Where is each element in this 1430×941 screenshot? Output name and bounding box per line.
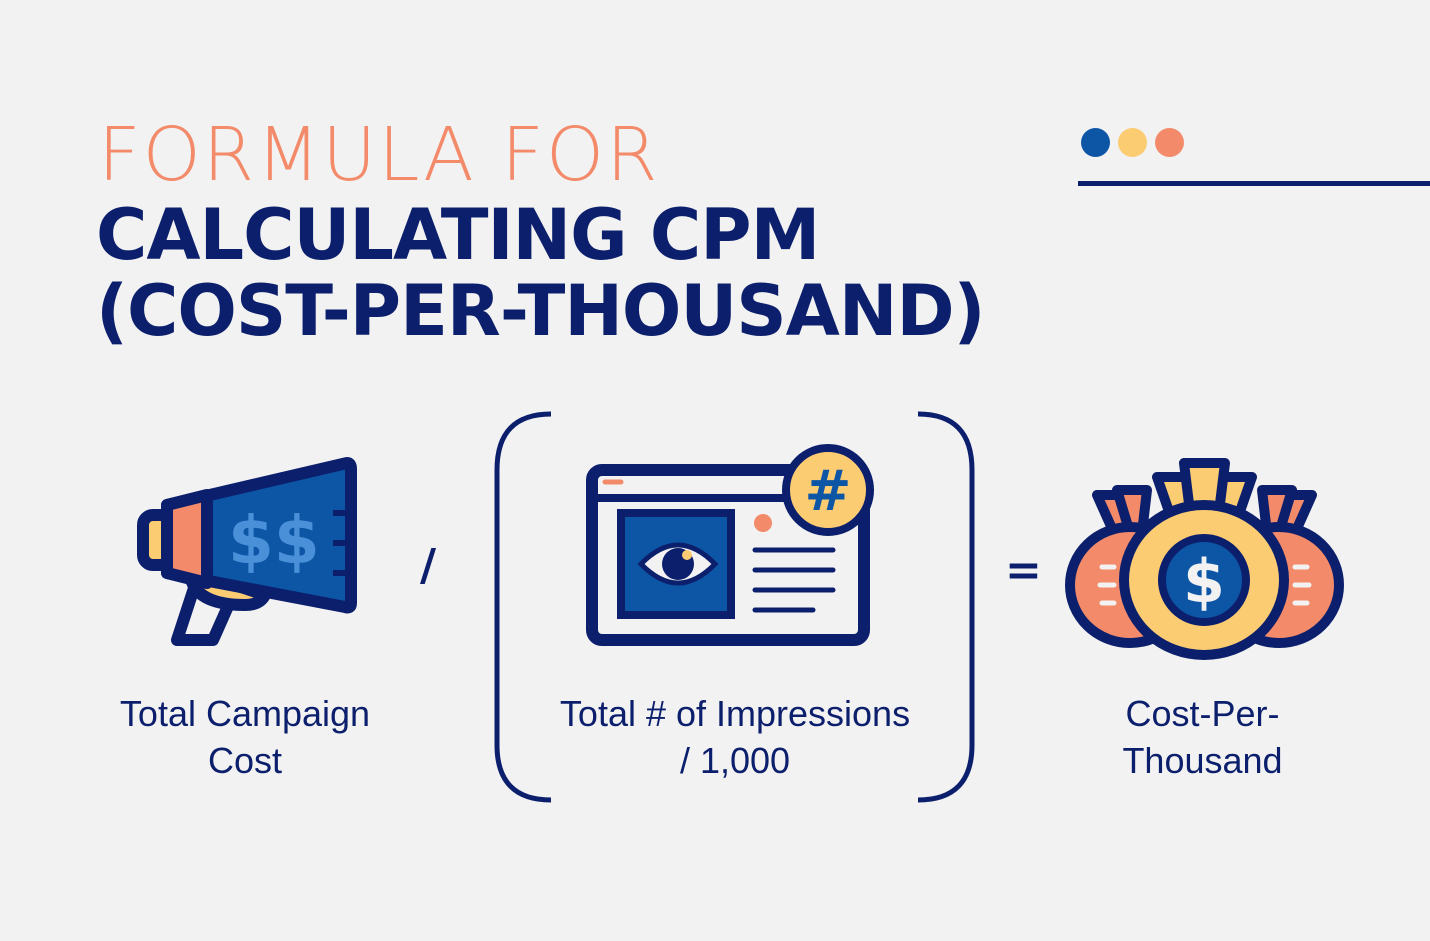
svg-text:$: $	[1183, 547, 1225, 617]
svg-text:#: #	[805, 459, 852, 524]
browser-eye-hash-icon: #	[586, 444, 874, 646]
term2-label-line1: Total # of Impressions	[559, 693, 911, 734]
result-label: Cost-Per- Thousand	[1060, 690, 1345, 784]
title-line-3: (COST-PER-THOUSAND)	[96, 270, 986, 352]
dollar-sign-glyph: $$	[228, 502, 320, 579]
term2-label-line2: / 1,000	[679, 740, 791, 781]
decorative-dots	[1081, 128, 1184, 157]
term1-label-line2: Cost	[207, 740, 283, 781]
dot-yellow	[1118, 128, 1147, 157]
decorative-rule	[1078, 181, 1430, 186]
right-parenthesis	[917, 411, 975, 803]
term1-label-line1: Total Campaign	[119, 693, 371, 734]
result-label-line2: Thousand	[1122, 740, 1283, 781]
dot-orange	[1155, 128, 1184, 157]
megaphone-dollar-icon: $$	[137, 457, 357, 646]
divide-operator: /	[420, 540, 437, 591]
left-parenthesis	[494, 411, 552, 803]
term2-label: Total # of Impressions / 1,000	[520, 690, 950, 784]
title-line-2: CALCULATING CPM	[96, 194, 820, 276]
equals-operator: =	[1005, 545, 1042, 596]
dot-blue	[1081, 128, 1110, 157]
title-line-1: FORMULA FOR	[98, 112, 660, 198]
result-label-line1: Cost-Per-	[1125, 693, 1280, 734]
money-bags-icon: $	[1065, 458, 1344, 660]
term1-label: Total Campaign Cost	[95, 690, 395, 784]
